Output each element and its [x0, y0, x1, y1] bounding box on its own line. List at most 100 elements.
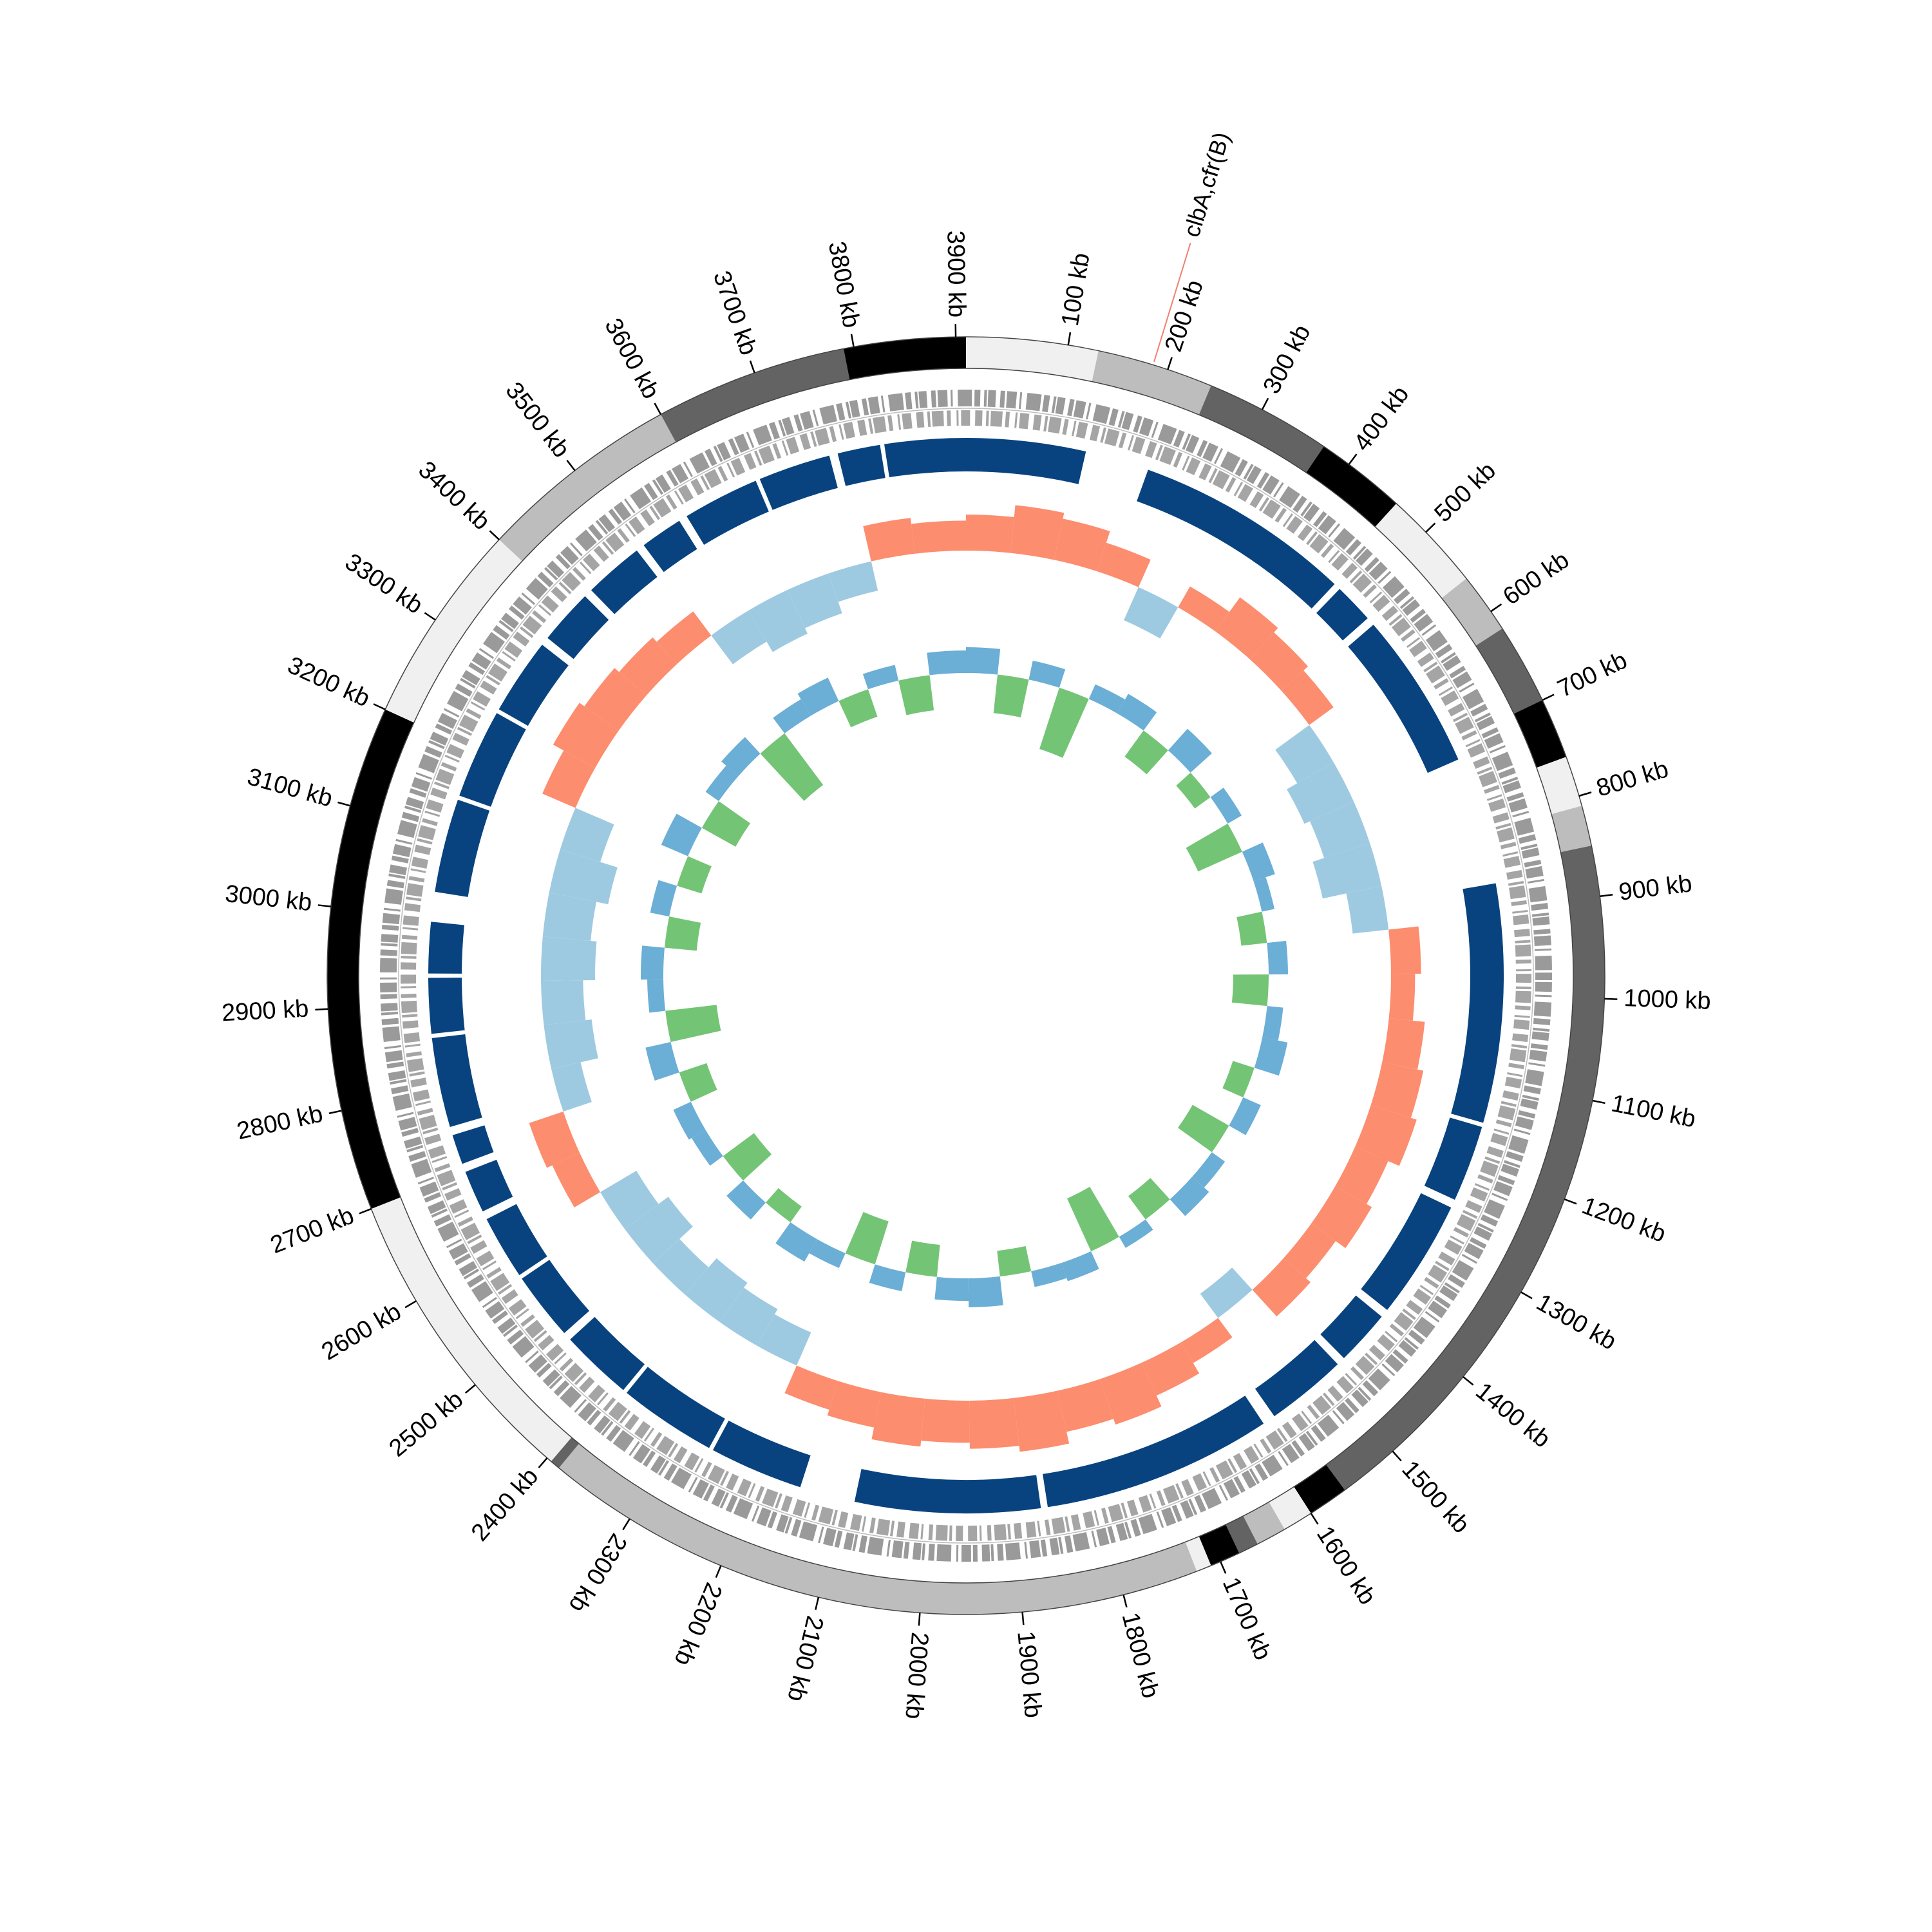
blast-hit	[570, 1316, 645, 1390]
gc-skew-bar	[645, 1042, 679, 1081]
gc-content-bar	[1252, 1258, 1311, 1317]
gc-skew-bar	[705, 765, 739, 801]
gene-axis	[398, 408, 1534, 1544]
contig	[1375, 503, 1466, 598]
contig	[1269, 1486, 1311, 1530]
gc-content-bar	[542, 892, 596, 941]
gc-skew-bar	[650, 880, 677, 917]
contig	[1475, 628, 1542, 714]
gc-skew-bar	[641, 945, 665, 980]
gc-content-bar	[828, 561, 878, 602]
gc-content-bar	[1335, 1146, 1388, 1204]
gc-skew-bar	[1117, 694, 1157, 731]
blast-hit	[966, 438, 1086, 484]
gc-content-bar	[685, 1258, 748, 1322]
blast-hit	[1255, 1340, 1338, 1417]
gc-skew-bar	[665, 916, 701, 951]
gc-content-bar	[529, 1111, 580, 1168]
gc-skew-bar	[1222, 1061, 1255, 1097]
gc-skew-bar	[1031, 1262, 1067, 1287]
blast-hit	[1137, 469, 1335, 609]
contig	[1536, 757, 1582, 815]
gc-skew-bar	[1236, 911, 1267, 946]
gc-skew-bar	[966, 647, 1001, 675]
gc-content-bar	[1014, 1390, 1070, 1452]
gc-content-bar	[625, 1197, 693, 1264]
gc-content-bar	[1382, 1018, 1425, 1070]
contig	[1551, 806, 1592, 853]
tick-mark	[359, 1208, 372, 1215]
gc-content-bar	[551, 1062, 592, 1112]
tick-label: 2900 kb	[221, 995, 309, 1027]
gc-skew-bar	[927, 650, 966, 676]
tick-mark	[1167, 357, 1173, 370]
gc-content-bar	[1097, 542, 1151, 587]
tick-mark	[1392, 1450, 1402, 1462]
gc-skew-bar	[1210, 788, 1242, 824]
tick-mark	[1592, 1099, 1605, 1104]
blast-hit	[1320, 1295, 1382, 1358]
blast-hit	[837, 444, 886, 486]
tick-mark	[918, 1613, 921, 1626]
blast-hit	[854, 1468, 1041, 1513]
tick-mark	[1021, 1612, 1025, 1625]
gene-ring	[380, 390, 1552, 1562]
contig	[1326, 846, 1605, 1490]
gc-content-bar	[711, 611, 767, 665]
blast-hit	[465, 1159, 513, 1212]
blast-hit	[431, 1034, 482, 1127]
gc-skew-bar	[1254, 1037, 1288, 1076]
blast-hit	[452, 1125, 494, 1164]
tick-label: 3900 kb	[942, 231, 970, 318]
gc-content-bar	[653, 1238, 709, 1294]
gc-content-bar	[553, 703, 619, 768]
gc-skew-bar	[1192, 1152, 1226, 1188]
gc-content-bar	[1281, 670, 1334, 725]
gc-skew-bar	[869, 1264, 906, 1291]
gc-content-bar	[748, 590, 808, 652]
gc-content-bar	[1370, 1062, 1424, 1118]
ring-outline	[358, 368, 1574, 1584]
blast-hit	[1043, 1396, 1264, 1508]
tick-mark	[1261, 397, 1269, 410]
gc-content-bar	[619, 637, 677, 696]
gene-forward	[380, 390, 1552, 1562]
blast-hit	[459, 713, 526, 807]
blast-hit	[498, 645, 569, 726]
tick-mark	[1310, 1513, 1319, 1525]
tick-mark	[1490, 603, 1502, 612]
blast-hit	[1361, 1193, 1452, 1311]
blast-hit	[1316, 589, 1368, 641]
gc-content-bar	[911, 520, 966, 554]
tick-mark	[337, 801, 351, 807]
gc-skew-bar	[726, 1180, 766, 1220]
gc-skew-bar	[838, 689, 878, 728]
gc-content-bar	[541, 980, 586, 1025]
gc-content-bar	[1141, 1342, 1200, 1396]
tick-mark	[815, 1596, 820, 1610]
blast-hit	[1348, 625, 1459, 773]
blast-hit	[435, 799, 490, 897]
gc-skew-bar	[1170, 1177, 1209, 1217]
gc-skew-bar	[905, 1240, 940, 1277]
tick-mark	[1348, 453, 1358, 465]
tick-mark	[424, 612, 436, 621]
gc-content-bar	[1287, 762, 1354, 824]
gc-content-bar	[863, 518, 915, 562]
gc-skew-bar	[760, 733, 824, 801]
tick-mark	[315, 1008, 328, 1011]
gc-skew-bar	[1119, 1219, 1153, 1248]
blast-hit	[643, 520, 697, 573]
gc-content-bar	[1312, 843, 1382, 899]
contig	[1513, 700, 1567, 768]
gc-content-bar	[966, 515, 1014, 553]
blast-hit	[547, 596, 609, 659]
gc-content-bar	[827, 1381, 882, 1428]
gc-content-bar	[757, 1314, 811, 1366]
gc-content-bar	[560, 808, 614, 862]
gc-skew-bar	[898, 675, 934, 715]
tick-mark	[373, 703, 386, 710]
tick-mark	[1520, 1291, 1533, 1300]
gc-skew-bar	[1177, 1104, 1229, 1153]
blast-hit	[428, 922, 464, 974]
